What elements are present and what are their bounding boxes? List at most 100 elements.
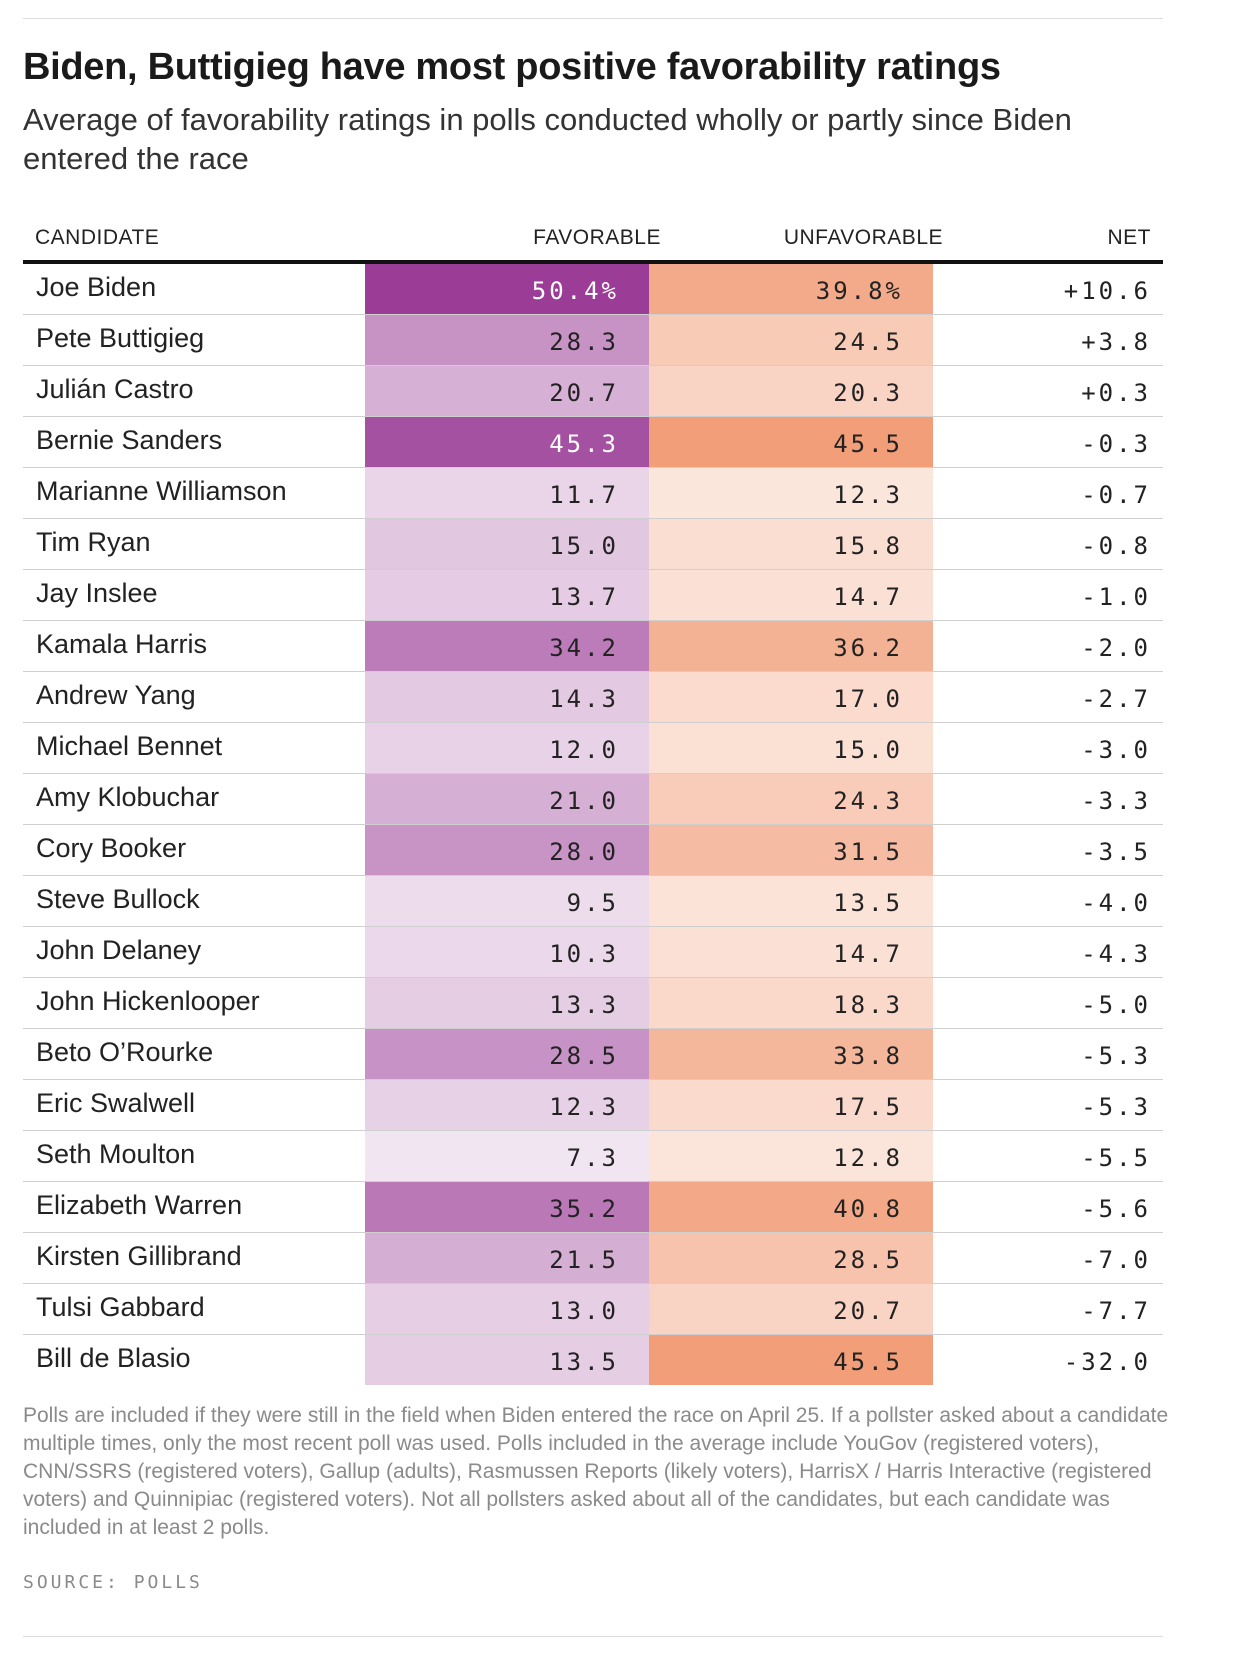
source-line: SOURCE: POLLS bbox=[23, 1572, 203, 1593]
table-row: Amy Klobuchar 21.0 24.3 -3.3 bbox=[23, 774, 1163, 825]
net-cell: -7.0 bbox=[1081, 1246, 1151, 1274]
unfavorable-cell: 36.2 bbox=[649, 621, 933, 671]
favorable-cell: 45.3 bbox=[365, 417, 649, 467]
unfavorable-cell: 15.8 bbox=[649, 519, 933, 569]
unfavorable-cell: 14.7 bbox=[649, 570, 933, 620]
unfavorable-cell: 13.5 bbox=[649, 876, 933, 926]
net-cell: -0.3 bbox=[1081, 430, 1151, 458]
candidate-name: Marianne Williamson bbox=[36, 476, 287, 506]
net-cell: -4.0 bbox=[1081, 889, 1151, 917]
table-body: Joe Biden 50.4% 39.8% +10.6 Pete Buttigieg 28… bbox=[23, 264, 1163, 1385]
candidate-name: Pete Buttigieg bbox=[36, 323, 205, 353]
table-row: Eric Swalwell 12.3 17.5 -5.3 bbox=[23, 1080, 1163, 1131]
unfavorable-cell: 17.0 bbox=[649, 672, 933, 722]
net-cell: -3.0 bbox=[1081, 736, 1151, 764]
unfavorable-cell: 28.5 bbox=[649, 1233, 933, 1283]
candidate-name: Tim Ryan bbox=[36, 527, 151, 557]
favorable-cell: 21.5 bbox=[365, 1233, 649, 1283]
table-row: Michael Bennet 12.0 15.0 -3.0 bbox=[23, 723, 1163, 774]
unfavorable-cell: 12.8 bbox=[649, 1131, 933, 1181]
unfavorable-cell: 24.3 bbox=[649, 774, 933, 824]
candidate-name: Seth Moulton bbox=[36, 1139, 196, 1169]
candidate-name: Tulsi Gabbard bbox=[36, 1292, 205, 1322]
table-row: Bill de Blasio 13.5 45.5 -32.0 bbox=[23, 1335, 1163, 1385]
candidate-name: Elizabeth Warren bbox=[36, 1190, 243, 1220]
candidate-name: Andrew Yang bbox=[36, 680, 196, 710]
unfavorable-cell: 40.8 bbox=[649, 1182, 933, 1232]
header-net: NET bbox=[1107, 226, 1151, 249]
chart-title: Biden, Buttigieg have most positive favo… bbox=[23, 46, 1001, 88]
net-cell: +0.3 bbox=[1081, 379, 1151, 407]
favorable-cell: 21.0 bbox=[365, 774, 649, 824]
net-cell: -2.0 bbox=[1081, 634, 1151, 662]
candidate-name: Julián Castro bbox=[36, 374, 194, 404]
table-row: Kirsten Gillibrand 21.5 28.5 -7.0 bbox=[23, 1233, 1163, 1284]
header-candidate: CANDIDATE bbox=[35, 226, 160, 249]
table-row: Joe Biden 50.4% 39.8% +10.6 bbox=[23, 264, 1163, 315]
net-cell: -5.3 bbox=[1081, 1042, 1151, 1070]
net-cell: -5.3 bbox=[1081, 1093, 1151, 1121]
candidate-name: Joe Biden bbox=[36, 272, 157, 302]
net-cell: -3.5 bbox=[1081, 838, 1151, 866]
favorable-cell: 35.2 bbox=[365, 1182, 649, 1232]
candidate-name: Cory Booker bbox=[36, 833, 187, 863]
table-row: Pete Buttigieg 28.3 24.5 +3.8 bbox=[23, 315, 1163, 366]
favorable-cell: 7.3 bbox=[365, 1131, 649, 1181]
net-cell: -0.8 bbox=[1081, 532, 1151, 560]
candidate-name: Beto O’Rourke bbox=[36, 1037, 214, 1067]
table-row: Bernie Sanders 45.3 45.5 -0.3 bbox=[23, 417, 1163, 468]
favorable-cell: 9.5 bbox=[365, 876, 649, 926]
table-row: Elizabeth Warren 35.2 40.8 -5.6 bbox=[23, 1182, 1163, 1233]
table-row: Marianne Williamson 11.7 12.3 -0.7 bbox=[23, 468, 1163, 519]
net-cell: +3.8 bbox=[1081, 328, 1151, 356]
unfavorable-cell: 20.3 bbox=[649, 366, 933, 416]
unfavorable-cell: 20.7 bbox=[649, 1284, 933, 1334]
footnote: Polls are included if they were still in… bbox=[23, 1404, 1169, 1539]
chart-subtitle: Average of favorability ratings in polls… bbox=[23, 102, 1072, 176]
favorable-cell: 28.3 bbox=[365, 315, 649, 365]
net-cell: -5.0 bbox=[1081, 991, 1151, 1019]
unfavorable-cell: 24.5 bbox=[649, 315, 933, 365]
candidate-name: Jay Inslee bbox=[36, 578, 158, 608]
table-row: Andrew Yang 14.3 17.0 -2.7 bbox=[23, 672, 1163, 723]
favorable-cell: 34.2 bbox=[365, 621, 649, 671]
favorable-cell: 13.0 bbox=[365, 1284, 649, 1334]
favorable-cell: 28.0 bbox=[365, 825, 649, 875]
unfavorable-cell: 39.8% bbox=[649, 264, 933, 314]
unfavorable-cell: 31.5 bbox=[649, 825, 933, 875]
favorable-cell: 28.5 bbox=[365, 1029, 649, 1079]
favorable-cell: 12.0 bbox=[365, 723, 649, 773]
favorable-cell: 14.3 bbox=[365, 672, 649, 722]
table-row: John Delaney 10.3 14.7 -4.3 bbox=[23, 927, 1163, 978]
unfavorable-cell: 45.5 bbox=[649, 417, 933, 467]
net-cell: -7.7 bbox=[1081, 1297, 1151, 1325]
table-row: Steve Bullock 9.5 13.5 -4.0 bbox=[23, 876, 1163, 927]
candidate-name: Michael Bennet bbox=[36, 731, 223, 761]
table-header: CANDIDATE FAVORABLE UNFAVORABLE NET bbox=[23, 222, 1163, 264]
net-cell: -5.5 bbox=[1081, 1144, 1151, 1172]
header-favorable: FAVORABLE bbox=[533, 226, 661, 249]
net-cell: -5.6 bbox=[1081, 1195, 1151, 1223]
unfavorable-cell: 17.5 bbox=[649, 1080, 933, 1130]
favorable-cell: 13.7 bbox=[365, 570, 649, 620]
bottom-rule bbox=[23, 1636, 1163, 1637]
favorable-cell: 11.7 bbox=[365, 468, 649, 518]
favorable-cell: 10.3 bbox=[365, 927, 649, 977]
table-row: John Hickenlooper 13.3 18.3 -5.0 bbox=[23, 978, 1163, 1029]
candidate-name: Kamala Harris bbox=[36, 629, 208, 659]
candidate-name: John Hickenlooper bbox=[36, 986, 260, 1016]
net-cell: -1.0 bbox=[1081, 583, 1151, 611]
favorability-table: CANDIDATE FAVORABLE UNFAVORABLE NET Joe … bbox=[23, 222, 1163, 1385]
header-unfavorable: UNFAVORABLE bbox=[783, 226, 943, 249]
unfavorable-cell: 33.8 bbox=[649, 1029, 933, 1079]
candidate-name: John Delaney bbox=[36, 935, 202, 965]
unfavorable-cell: 12.3 bbox=[649, 468, 933, 518]
favorable-cell: 13.5 bbox=[365, 1335, 649, 1385]
table-row: Julián Castro 20.7 20.3 +0.3 bbox=[23, 366, 1163, 417]
table-row: Cory Booker 28.0 31.5 -3.5 bbox=[23, 825, 1163, 876]
unfavorable-cell: 45.5 bbox=[649, 1335, 933, 1385]
net-cell: -0.7 bbox=[1081, 481, 1151, 509]
net-cell: -4.3 bbox=[1081, 940, 1151, 968]
net-cell: -3.3 bbox=[1081, 787, 1151, 815]
net-cell: -32.0 bbox=[1063, 1348, 1151, 1376]
